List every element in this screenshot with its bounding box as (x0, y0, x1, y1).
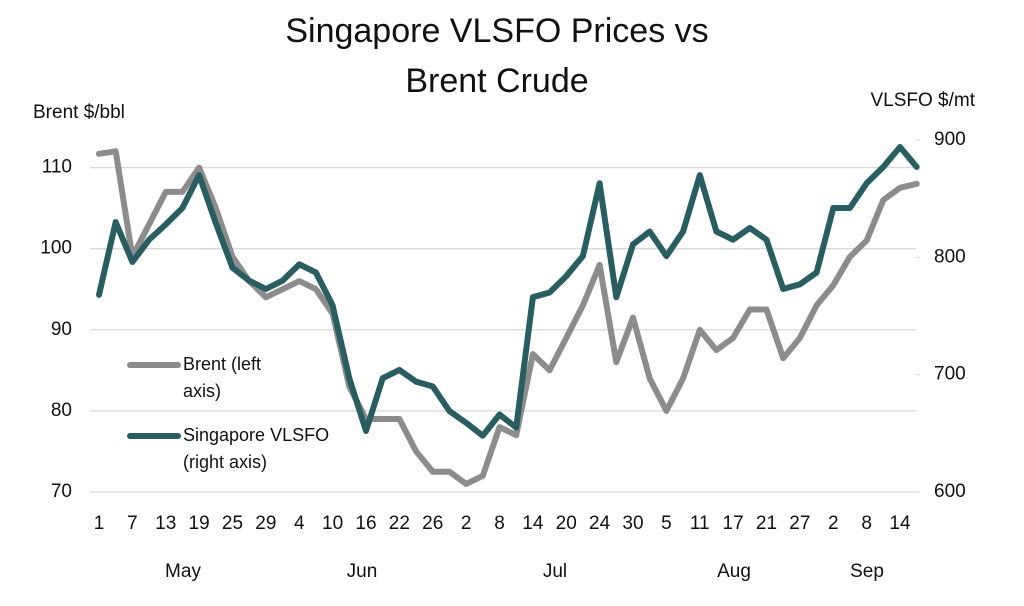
x-tick-label: 29 (255, 513, 276, 534)
x-tick-label: 8 (861, 513, 872, 534)
x-tick-label: 7 (127, 513, 138, 534)
x-tick-label: 1 (94, 513, 105, 534)
y2-tick-label: 900 (934, 129, 966, 150)
x-tick-label: 10 (322, 513, 343, 534)
x-tick-label: 26 (422, 513, 443, 534)
legend-label: Brent (left axis) (183, 354, 262, 401)
x-tick-label: 24 (589, 513, 611, 534)
x-tick-label: 2 (461, 513, 472, 534)
x-tick-label: 13 (155, 513, 176, 534)
x-tick-label: 16 (355, 513, 376, 534)
x-tick-label: 5 (661, 513, 672, 534)
month-label: Aug (717, 561, 751, 582)
y-tick-label: 100 (40, 238, 72, 259)
x-tick-label: 21 (756, 513, 777, 534)
month-label: May (165, 561, 201, 582)
x-tick-label: 30 (622, 513, 643, 534)
x-tick-label: 2 (828, 513, 839, 534)
x-tick-label: 8 (494, 513, 505, 534)
x-tick-label: 4 (294, 513, 305, 534)
series-line (96, 148, 920, 487)
x-tick-label: 22 (389, 513, 410, 534)
chart-title: Singapore VLSFO Prices vs Brent Crude (285, 12, 709, 100)
y-tick-label: 90 (51, 319, 72, 340)
y2-axis-label: VLSFO $/mt (870, 90, 975, 111)
y-tick-label: 110 (42, 157, 72, 178)
x-tick-label: 19 (189, 513, 210, 534)
x-tick-label: 25 (222, 513, 243, 534)
x-tick-label: 20 (556, 513, 577, 534)
y-tick-label: 70 (51, 481, 72, 502)
y-tick-label: 80 (51, 400, 72, 421)
y2-tick-label: 800 (934, 246, 966, 267)
month-label: Jul (543, 561, 567, 582)
x-tick-label: 17 (723, 513, 744, 534)
x-tick-label: 14 (522, 513, 544, 534)
month-label: Sep (850, 561, 884, 582)
legend-label: Singapore VLSFO (right axis) (183, 425, 330, 472)
x-tick-label: 14 (889, 513, 911, 534)
month-label: Jun (347, 561, 378, 582)
y2-tick-label: 700 (934, 364, 966, 385)
x-tick-label: 27 (789, 513, 810, 534)
y2-tick-label: 600 (934, 481, 966, 502)
y-axis-label: Brent $/bbl (33, 102, 125, 123)
x-tick-label: 11 (690, 513, 710, 534)
series-line (96, 144, 920, 439)
